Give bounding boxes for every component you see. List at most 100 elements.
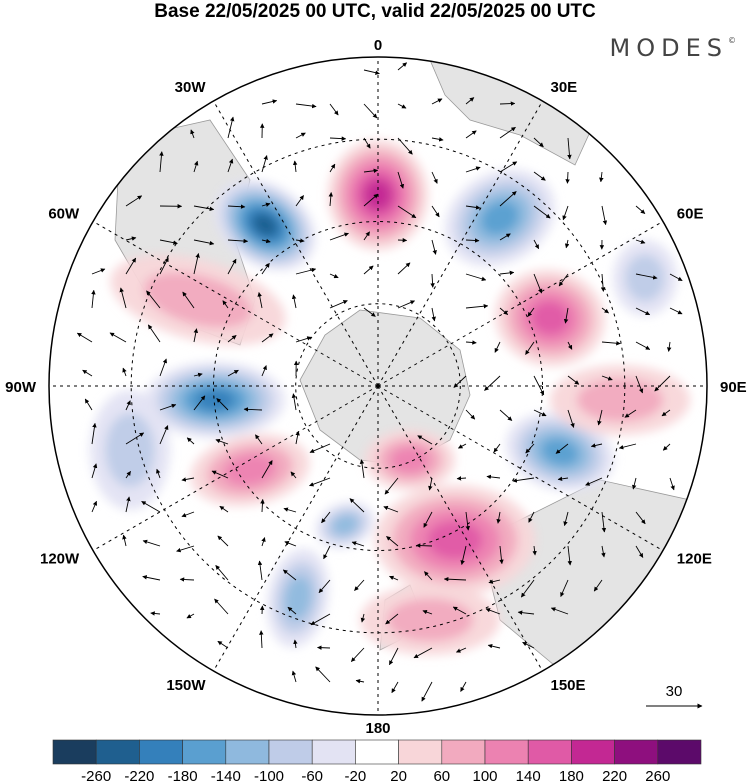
meridian-label: 60E [677,206,704,223]
wind-vector [292,160,298,173]
meridian-label: 150E [551,677,586,694]
wind-vector [159,257,169,275]
wind-vector [465,130,477,139]
wind-vector [291,670,297,683]
wind-vector [329,136,347,141]
wind-vector [261,365,267,377]
colorbar-swatch [398,739,443,765]
anomaly-center [315,501,375,549]
colorbar-tick-label: 260 [645,768,670,783]
wind-vector [76,332,93,343]
wind-vector [222,300,229,309]
meridian-label: 120E [677,551,712,568]
meridian-label: 150W [166,677,206,694]
colorbar-swatch [484,739,529,765]
wind-vector [532,545,537,556]
meridian-label: 180 [365,720,390,737]
meridian-label: 30E [551,79,578,96]
wind-vector [181,511,195,518]
wind-vector [91,422,97,445]
wind-vector [359,459,365,479]
wind-vector [421,681,433,702]
wind-vector [156,468,161,479]
wind-vector [456,476,467,481]
wind-vector [494,341,501,353]
wind-vector [465,303,489,309]
wind-vector [243,407,263,412]
colorbar-swatch [614,739,659,765]
wind-vector [125,195,143,207]
wind-vector [186,437,195,445]
wind-vector [259,630,264,649]
wind-vector [91,500,98,513]
map-border [48,56,708,716]
wind-vector [329,232,349,241]
colorbar-tick-label: -260 [81,768,111,783]
colorbar-tick-label: 20 [390,768,407,783]
anomaly-center [550,365,690,435]
meridian-label: 120W [40,551,80,568]
wind-vector [109,332,127,343]
wind-vector [565,171,570,184]
wind-vector [91,268,106,275]
meridian-label: 30W [175,79,207,96]
wind-vector [499,545,504,565]
wind-vector [119,287,127,309]
colorbar-tick-label: -20 [345,768,367,783]
wind-vector [329,273,339,279]
wind-vector [567,409,575,428]
wind-vector [193,395,206,411]
graticule [49,57,707,715]
meridian-line [213,385,379,672]
wind-vector [284,541,297,547]
wind-vector [147,324,161,343]
wind-vector [125,432,145,445]
anomaly-center [110,254,286,346]
colorbar-tick-label: -180 [168,768,198,783]
page-title: Base 22/05/2025 00 UTC, valid 22/05/2025… [154,1,596,22]
wind-vector [465,97,475,105]
wind-vector [216,398,229,411]
wind-vector [290,471,297,479]
wind-vector [282,569,297,581]
wind-vector [669,307,683,315]
meridian-label: 0 [374,37,382,54]
wind-vector [261,262,270,275]
wind-vector [632,477,637,490]
wind-vector [455,647,467,653]
wind-vector [666,341,672,352]
wind-vector [309,477,331,487]
anomaly-center [190,433,310,507]
wind-vector [635,341,651,350]
colorbar-swatch [268,739,313,765]
wind-vector [142,575,161,581]
wind-vector [452,606,467,615]
wind-vector [142,539,161,547]
anomaly-center [360,585,500,655]
wind-vector [295,267,317,275]
wind-vector [329,163,336,173]
wind-vector [601,375,613,381]
wind-vector [125,236,137,241]
wind-vector [215,438,229,445]
wind-vector [465,166,481,173]
anomaly-center [495,269,605,367]
wind-vector [528,511,535,523]
wind-vector [517,610,535,615]
logo-text: MODES [609,34,728,62]
wind-vector [567,137,572,160]
wind-vector [186,613,195,619]
wind-vector [593,579,603,592]
wind-vector [323,545,331,560]
wind-vector [349,498,365,513]
meridian-line [377,100,543,387]
wind-vector [295,132,306,139]
wind-vector [428,477,433,491]
wind-vector [417,435,433,445]
wind-vector [422,609,433,615]
wind-vector [431,205,440,218]
wind-vector [295,195,304,207]
wind-vector [363,69,380,75]
wind-vector [499,307,509,315]
wind-vector [261,238,271,244]
